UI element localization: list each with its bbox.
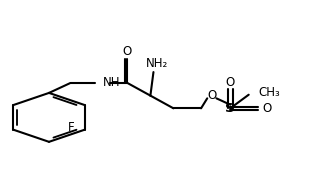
Text: NH₂: NH₂ bbox=[145, 57, 168, 70]
Text: CH₃: CH₃ bbox=[259, 86, 280, 99]
Text: O: O bbox=[226, 76, 235, 89]
Text: O: O bbox=[262, 102, 271, 115]
Text: O: O bbox=[207, 89, 216, 102]
Text: NH: NH bbox=[103, 76, 120, 89]
Text: O: O bbox=[123, 45, 132, 58]
Text: S: S bbox=[225, 102, 235, 115]
Text: F: F bbox=[68, 121, 74, 134]
